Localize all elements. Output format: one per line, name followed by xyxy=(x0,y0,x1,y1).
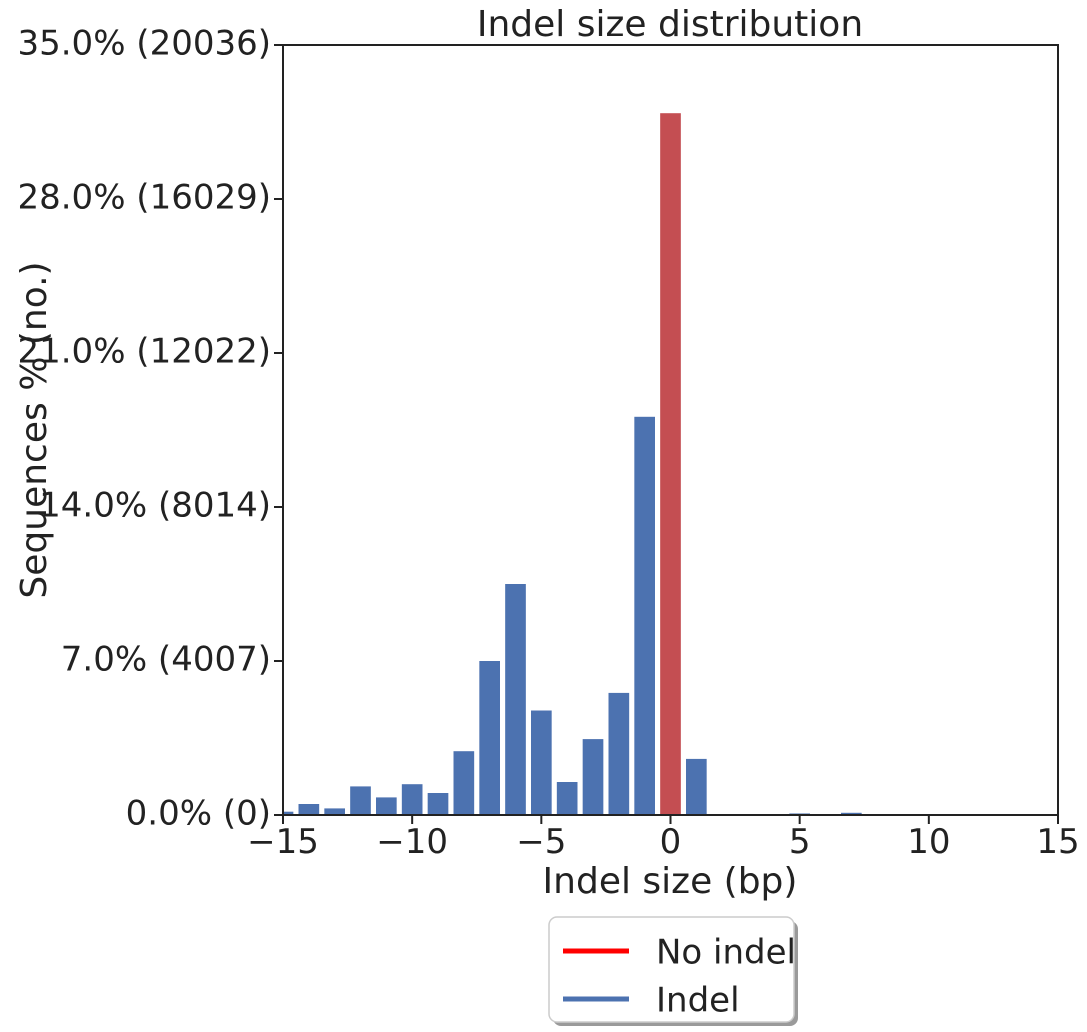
bar-indel-1 xyxy=(686,758,707,815)
bar-indel-neg4 xyxy=(556,782,578,815)
y-axis-ticks: 0.0% (0) 7.0% (4007) 14.0% (8014) 21.0% (12… xyxy=(17,24,283,834)
y-tick-label: 35.0% (20036) xyxy=(17,24,271,64)
bar-indel-neg2 xyxy=(608,692,630,815)
y-tick-label: 7.0% (4007) xyxy=(61,640,271,680)
legend-label-indel: Indel xyxy=(656,981,740,1021)
x-tick-label: 10 xyxy=(907,822,950,862)
x-axis-label: Indel size (bp) xyxy=(543,861,798,902)
x-tick-label: 15 xyxy=(1036,822,1079,862)
bar-indel-neg5 xyxy=(531,710,552,815)
x-tick-label: −10 xyxy=(376,822,448,862)
chart-title: Indel size distribution xyxy=(477,4,863,45)
bar-indel-neg6 xyxy=(505,584,526,815)
x-tick-label: −5 xyxy=(516,822,566,862)
bar-indel-neg7 xyxy=(479,661,500,815)
y-tick-label: 28.0% (16029) xyxy=(17,178,271,218)
y-tick-label: 0.0% (0) xyxy=(126,794,271,834)
y-tick-label: 21.0% (12022) xyxy=(17,332,271,372)
x-tick-label: 0 xyxy=(660,822,682,862)
bar-indel-neg1 xyxy=(634,416,655,815)
legend: No indel Indel xyxy=(548,916,798,1026)
bar-indel-neg12 xyxy=(350,786,371,815)
bar-indel-neg11 xyxy=(376,797,397,815)
bar-indel-neg8 xyxy=(453,751,475,815)
bar-indel-neg15 xyxy=(283,811,294,815)
bar-no-indel-0 xyxy=(660,113,681,815)
bar-indel-neg3 xyxy=(582,739,604,815)
bar-indel-neg13 xyxy=(324,808,345,815)
y-tick-label: 14.0% (8014) xyxy=(39,486,271,526)
x-axis-ticks: −15 −10 −5 0 5 10 15 xyxy=(247,815,1080,862)
x-tick-label: −15 xyxy=(247,822,319,862)
legend-label-no-indel: No indel xyxy=(656,933,796,973)
bar-indel-neg14 xyxy=(298,804,320,815)
bars-group xyxy=(283,113,862,815)
y-axis-label: Sequences % (no.) xyxy=(14,261,55,598)
bar-indel-7 xyxy=(841,812,862,815)
bar-indel-neg9 xyxy=(427,793,449,815)
x-tick-label: 5 xyxy=(789,822,811,862)
bar-indel-neg10 xyxy=(401,784,423,815)
legend-box xyxy=(548,916,795,1023)
